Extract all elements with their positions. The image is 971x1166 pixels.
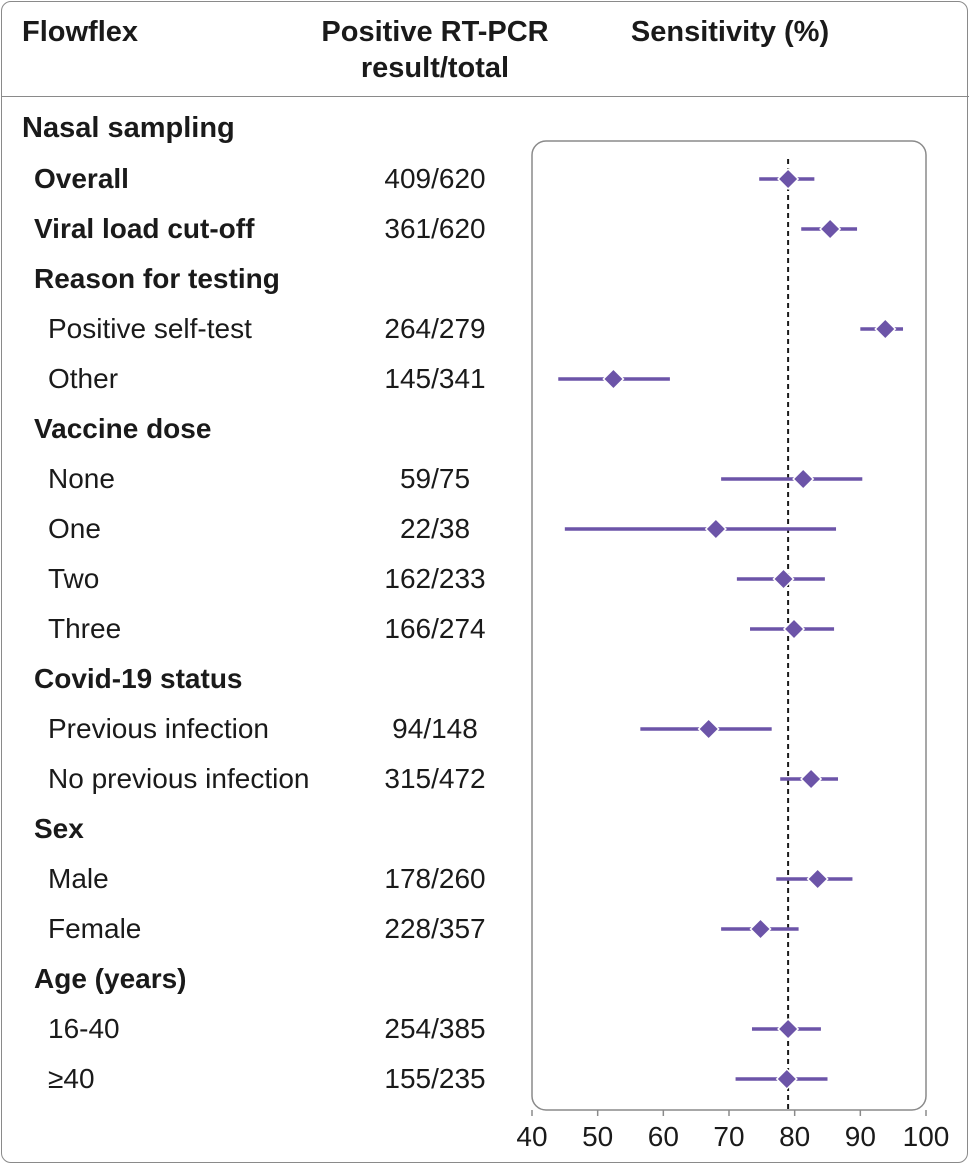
row-label: One bbox=[48, 513, 101, 544]
row-count: 145/341 bbox=[384, 363, 486, 394]
point-estimate-diamond bbox=[704, 517, 727, 541]
x-tick-label: 100 bbox=[903, 1121, 950, 1152]
row-label: Female bbox=[48, 913, 142, 944]
header-divider bbox=[2, 96, 969, 97]
point-estimate-diamond bbox=[874, 317, 897, 341]
point-estimate-diamond bbox=[782, 617, 806, 641]
row-count: 166/274 bbox=[384, 613, 486, 644]
point-estimate-diamond bbox=[777, 167, 800, 191]
row-label: Vaccine dose bbox=[34, 413, 212, 444]
row-label: Viral load cut-off bbox=[34, 213, 255, 244]
point-estimate-diamond bbox=[697, 717, 720, 741]
header-sensitivity: Sensitivity (%) bbox=[630, 16, 830, 48]
header-test-name: Flowflex bbox=[22, 16, 139, 48]
point-estimate-diamond bbox=[777, 1017, 800, 1041]
row-count: 162/233 bbox=[384, 563, 486, 594]
row-label: None bbox=[48, 463, 115, 494]
row-label: Overall bbox=[34, 163, 129, 194]
row-count: 254/385 bbox=[384, 1013, 486, 1044]
point-estimate-diamond bbox=[602, 367, 625, 391]
row-label: ≥40 bbox=[48, 1063, 95, 1094]
point-estimate-diamond bbox=[772, 567, 795, 591]
row-count: 178/260 bbox=[384, 863, 486, 894]
row-label: Three bbox=[48, 613, 122, 644]
row-label: Reason for testing bbox=[34, 263, 280, 294]
row-count: 59/75 bbox=[399, 463, 471, 494]
row-count: 228/357 bbox=[384, 913, 486, 944]
header-count-line2: result/total bbox=[360, 52, 510, 84]
row-label: Age (years) bbox=[34, 963, 187, 994]
row-count: 361/620 bbox=[384, 213, 486, 244]
x-tick-label: 40 bbox=[516, 1121, 547, 1152]
section-title: Nasal sampling bbox=[22, 112, 235, 144]
row-label: Two bbox=[48, 563, 100, 594]
x-tick-label: 70 bbox=[713, 1121, 744, 1152]
row-count: 409/620 bbox=[384, 163, 486, 194]
point-estimate-diamond bbox=[806, 867, 829, 891]
point-estimate-diamond bbox=[775, 1067, 798, 1091]
row-count: 315/472 bbox=[384, 763, 486, 794]
row-label: 16-40 bbox=[48, 1013, 120, 1044]
row-label: Male bbox=[48, 863, 109, 894]
point-estimate-diamond bbox=[819, 217, 842, 241]
row-count: 264/279 bbox=[384, 313, 486, 344]
point-estimate-diamond bbox=[800, 767, 823, 791]
x-tick-label: 90 bbox=[845, 1121, 876, 1152]
point-estimate-diamond bbox=[749, 917, 772, 941]
row-label: Covid-19 status bbox=[34, 663, 243, 694]
point-estimate-diamond bbox=[792, 467, 815, 491]
x-tick-label: 50 bbox=[582, 1121, 613, 1152]
x-tick-label: 60 bbox=[648, 1121, 679, 1152]
header-count: Positive RT-PCR result/total bbox=[310, 14, 560, 86]
row-label: Previous infection bbox=[48, 713, 270, 744]
row-label: No previous infection bbox=[48, 763, 310, 794]
row-count: 155/235 bbox=[384, 1063, 486, 1094]
row-count: 94/148 bbox=[392, 713, 478, 744]
header-count-line1: Positive RT-PCR bbox=[321, 16, 549, 48]
x-tick-label: 80 bbox=[779, 1121, 810, 1152]
row-label: Positive self-test bbox=[48, 313, 252, 344]
row-label: Sex bbox=[34, 813, 84, 844]
row-count: 22/38 bbox=[399, 513, 471, 544]
row-label: Other bbox=[48, 363, 119, 394]
plot-box bbox=[531, 140, 927, 1111]
